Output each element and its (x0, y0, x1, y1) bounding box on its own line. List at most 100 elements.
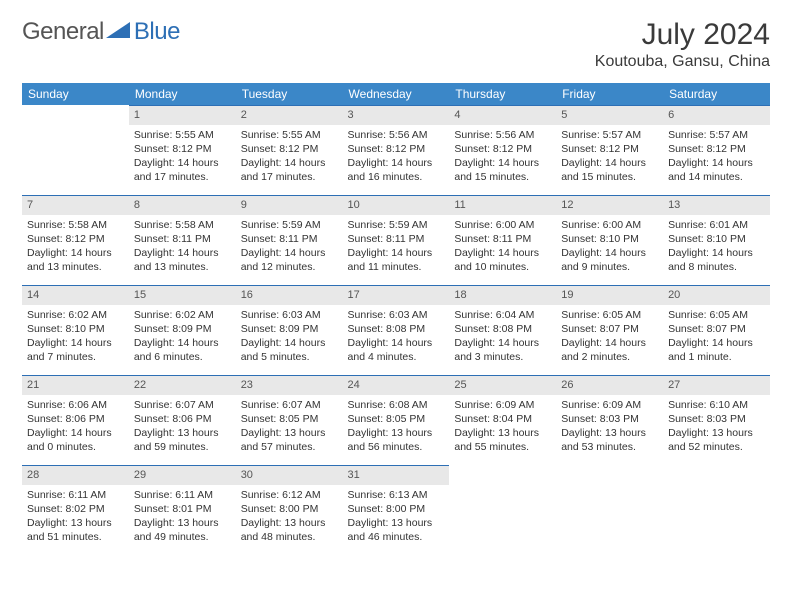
day-number: 24 (343, 375, 450, 395)
day-number: 13 (663, 195, 770, 215)
day-line-d2: and 53 minutes. (561, 440, 658, 454)
day-number: 23 (236, 375, 343, 395)
day-line-d1: Daylight: 14 hours (134, 336, 231, 350)
calendar-table: Sunday Monday Tuesday Wednesday Thursday… (22, 83, 770, 555)
day-content: Sunrise: 6:05 AMSunset: 8:07 PMDaylight:… (663, 305, 770, 371)
day-line-ss: Sunset: 8:09 PM (134, 322, 231, 336)
day-number: 20 (663, 285, 770, 305)
day-content: Sunrise: 6:07 AMSunset: 8:05 PMDaylight:… (236, 395, 343, 461)
day-line-d1: Daylight: 14 hours (27, 246, 124, 260)
day-number: 30 (236, 465, 343, 485)
calendar-day-cell: 11Sunrise: 6:00 AMSunset: 8:11 PMDayligh… (449, 195, 556, 285)
calendar-day-cell: . (449, 465, 556, 555)
day-number: 31 (343, 465, 450, 485)
day-line-d2: and 17 minutes. (241, 170, 338, 184)
day-line-d1: Daylight: 13 hours (27, 516, 124, 530)
day-line-sr: Sunrise: 6:00 AM (561, 218, 658, 232)
day-line-sr: Sunrise: 5:59 AM (241, 218, 338, 232)
day-line-sr: Sunrise: 5:55 AM (241, 128, 338, 142)
calendar-day-cell: 28Sunrise: 6:11 AMSunset: 8:02 PMDayligh… (22, 465, 129, 555)
day-line-d1: Daylight: 14 hours (241, 336, 338, 350)
calendar-day-cell: 4Sunrise: 5:56 AMSunset: 8:12 PMDaylight… (449, 105, 556, 195)
day-line-sr: Sunrise: 6:05 AM (668, 308, 765, 322)
weekday-header: Wednesday (343, 83, 450, 105)
calendar-day-cell: . (22, 105, 129, 195)
day-number: 6 (663, 105, 770, 125)
day-line-sr: Sunrise: 6:01 AM (668, 218, 765, 232)
calendar-day-cell: 3Sunrise: 5:56 AMSunset: 8:12 PMDaylight… (343, 105, 450, 195)
day-number: 21 (22, 375, 129, 395)
day-number: 4 (449, 105, 556, 125)
calendar-day-cell: 23Sunrise: 6:07 AMSunset: 8:05 PMDayligh… (236, 375, 343, 465)
calendar-day-cell: 1Sunrise: 5:55 AMSunset: 8:12 PMDaylight… (129, 105, 236, 195)
logo-text2: Blue (134, 18, 180, 46)
day-line-sr: Sunrise: 5:57 AM (561, 128, 658, 142)
day-content: Sunrise: 5:55 AMSunset: 8:12 PMDaylight:… (236, 125, 343, 191)
day-line-ss: Sunset: 8:06 PM (134, 412, 231, 426)
calendar-day-cell: 12Sunrise: 6:00 AMSunset: 8:10 PMDayligh… (556, 195, 663, 285)
day-line-ss: Sunset: 8:08 PM (454, 322, 551, 336)
day-line-ss: Sunset: 8:12 PM (454, 142, 551, 156)
day-line-d2: and 17 minutes. (134, 170, 231, 184)
day-number: 22 (129, 375, 236, 395)
header: General Blue July 2024 Koutouba, Gansu, … (22, 18, 770, 71)
day-line-d1: Daylight: 14 hours (561, 156, 658, 170)
day-line-d2: and 12 minutes. (241, 260, 338, 274)
weekday-header-row: Sunday Monday Tuesday Wednesday Thursday… (22, 83, 770, 105)
day-content: Sunrise: 5:59 AMSunset: 8:11 PMDaylight:… (343, 215, 450, 281)
day-line-sr: Sunrise: 6:03 AM (241, 308, 338, 322)
calendar-day-cell: 20Sunrise: 6:05 AMSunset: 8:07 PMDayligh… (663, 285, 770, 375)
day-content: Sunrise: 6:09 AMSunset: 8:04 PMDaylight:… (449, 395, 556, 461)
day-line-ss: Sunset: 8:10 PM (561, 232, 658, 246)
day-content: Sunrise: 5:58 AMSunset: 8:11 PMDaylight:… (129, 215, 236, 281)
day-line-sr: Sunrise: 6:10 AM (668, 398, 765, 412)
day-content: Sunrise: 6:02 AMSunset: 8:09 PMDaylight:… (129, 305, 236, 371)
day-line-d1: Daylight: 14 hours (27, 336, 124, 350)
calendar-day-cell: 10Sunrise: 5:59 AMSunset: 8:11 PMDayligh… (343, 195, 450, 285)
day-line-ss: Sunset: 8:07 PM (561, 322, 658, 336)
day-content: Sunrise: 6:10 AMSunset: 8:03 PMDaylight:… (663, 395, 770, 461)
day-line-d2: and 1 minute. (668, 350, 765, 364)
day-line-ss: Sunset: 8:06 PM (27, 412, 124, 426)
weekday-header: Friday (556, 83, 663, 105)
day-number: 17 (343, 285, 450, 305)
day-content: Sunrise: 5:56 AMSunset: 8:12 PMDaylight:… (449, 125, 556, 191)
logo: General Blue (22, 18, 180, 46)
day-line-ss: Sunset: 8:03 PM (561, 412, 658, 426)
weekday-header: Tuesday (236, 83, 343, 105)
day-line-d2: and 46 minutes. (348, 530, 445, 544)
day-number: 26 (556, 375, 663, 395)
day-number: 3 (343, 105, 450, 125)
day-content: Sunrise: 6:09 AMSunset: 8:03 PMDaylight:… (556, 395, 663, 461)
day-line-d1: Daylight: 14 hours (241, 156, 338, 170)
calendar-day-cell: 14Sunrise: 6:02 AMSunset: 8:10 PMDayligh… (22, 285, 129, 375)
day-line-d2: and 11 minutes. (348, 260, 445, 274)
day-line-d2: and 7 minutes. (27, 350, 124, 364)
day-content: Sunrise: 5:59 AMSunset: 8:11 PMDaylight:… (236, 215, 343, 281)
day-line-d2: and 4 minutes. (348, 350, 445, 364)
day-content: Sunrise: 6:02 AMSunset: 8:10 PMDaylight:… (22, 305, 129, 371)
weekday-header: Saturday (663, 83, 770, 105)
logo-text: General (22, 18, 104, 46)
calendar-day-cell: 5Sunrise: 5:57 AMSunset: 8:12 PMDaylight… (556, 105, 663, 195)
day-number: 15 (129, 285, 236, 305)
day-line-d2: and 49 minutes. (134, 530, 231, 544)
day-content: Sunrise: 6:11 AMSunset: 8:02 PMDaylight:… (22, 485, 129, 551)
day-line-d1: Daylight: 13 hours (348, 516, 445, 530)
title-block: July 2024 Koutouba, Gansu, China (595, 18, 770, 71)
calendar-week-row: 7Sunrise: 5:58 AMSunset: 8:12 PMDaylight… (22, 195, 770, 285)
day-line-d1: Daylight: 14 hours (668, 336, 765, 350)
day-line-d1: Daylight: 14 hours (454, 246, 551, 260)
day-line-d1: Daylight: 14 hours (241, 246, 338, 260)
calendar-day-cell: 13Sunrise: 6:01 AMSunset: 8:10 PMDayligh… (663, 195, 770, 285)
day-line-d2: and 51 minutes. (27, 530, 124, 544)
day-line-sr: Sunrise: 6:08 AM (348, 398, 445, 412)
day-line-ss: Sunset: 8:11 PM (134, 232, 231, 246)
calendar-week-row: 14Sunrise: 6:02 AMSunset: 8:10 PMDayligh… (22, 285, 770, 375)
day-line-sr: Sunrise: 6:05 AM (561, 308, 658, 322)
day-line-sr: Sunrise: 6:02 AM (27, 308, 124, 322)
day-number: 28 (22, 465, 129, 485)
day-line-d1: Daylight: 13 hours (348, 426, 445, 440)
day-line-ss: Sunset: 8:10 PM (668, 232, 765, 246)
day-content: Sunrise: 5:57 AMSunset: 8:12 PMDaylight:… (663, 125, 770, 191)
